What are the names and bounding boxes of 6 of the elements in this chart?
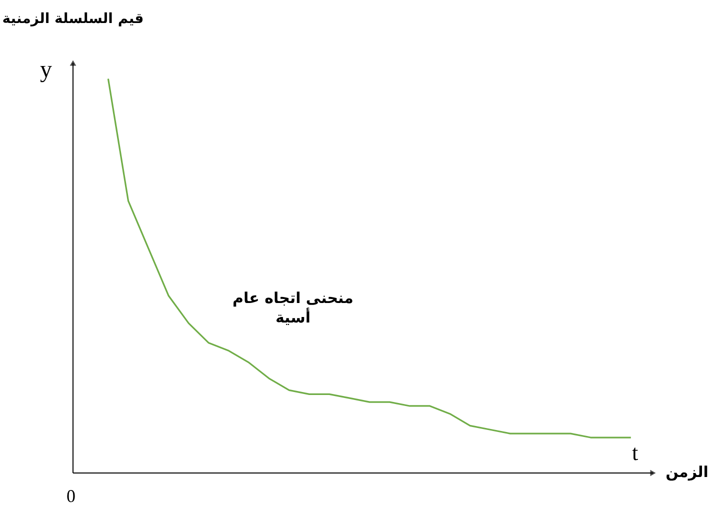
text: y bbox=[40, 57, 52, 83]
x-axis-title: الزمن bbox=[666, 463, 708, 481]
y-axis-title: قيم السلسلة الزمنية bbox=[2, 11, 144, 27]
annotation: منحنى اتجاه عام أسية bbox=[232, 289, 354, 326]
annotation: t bbox=[632, 440, 638, 465]
text: 0 bbox=[66, 486, 76, 506]
